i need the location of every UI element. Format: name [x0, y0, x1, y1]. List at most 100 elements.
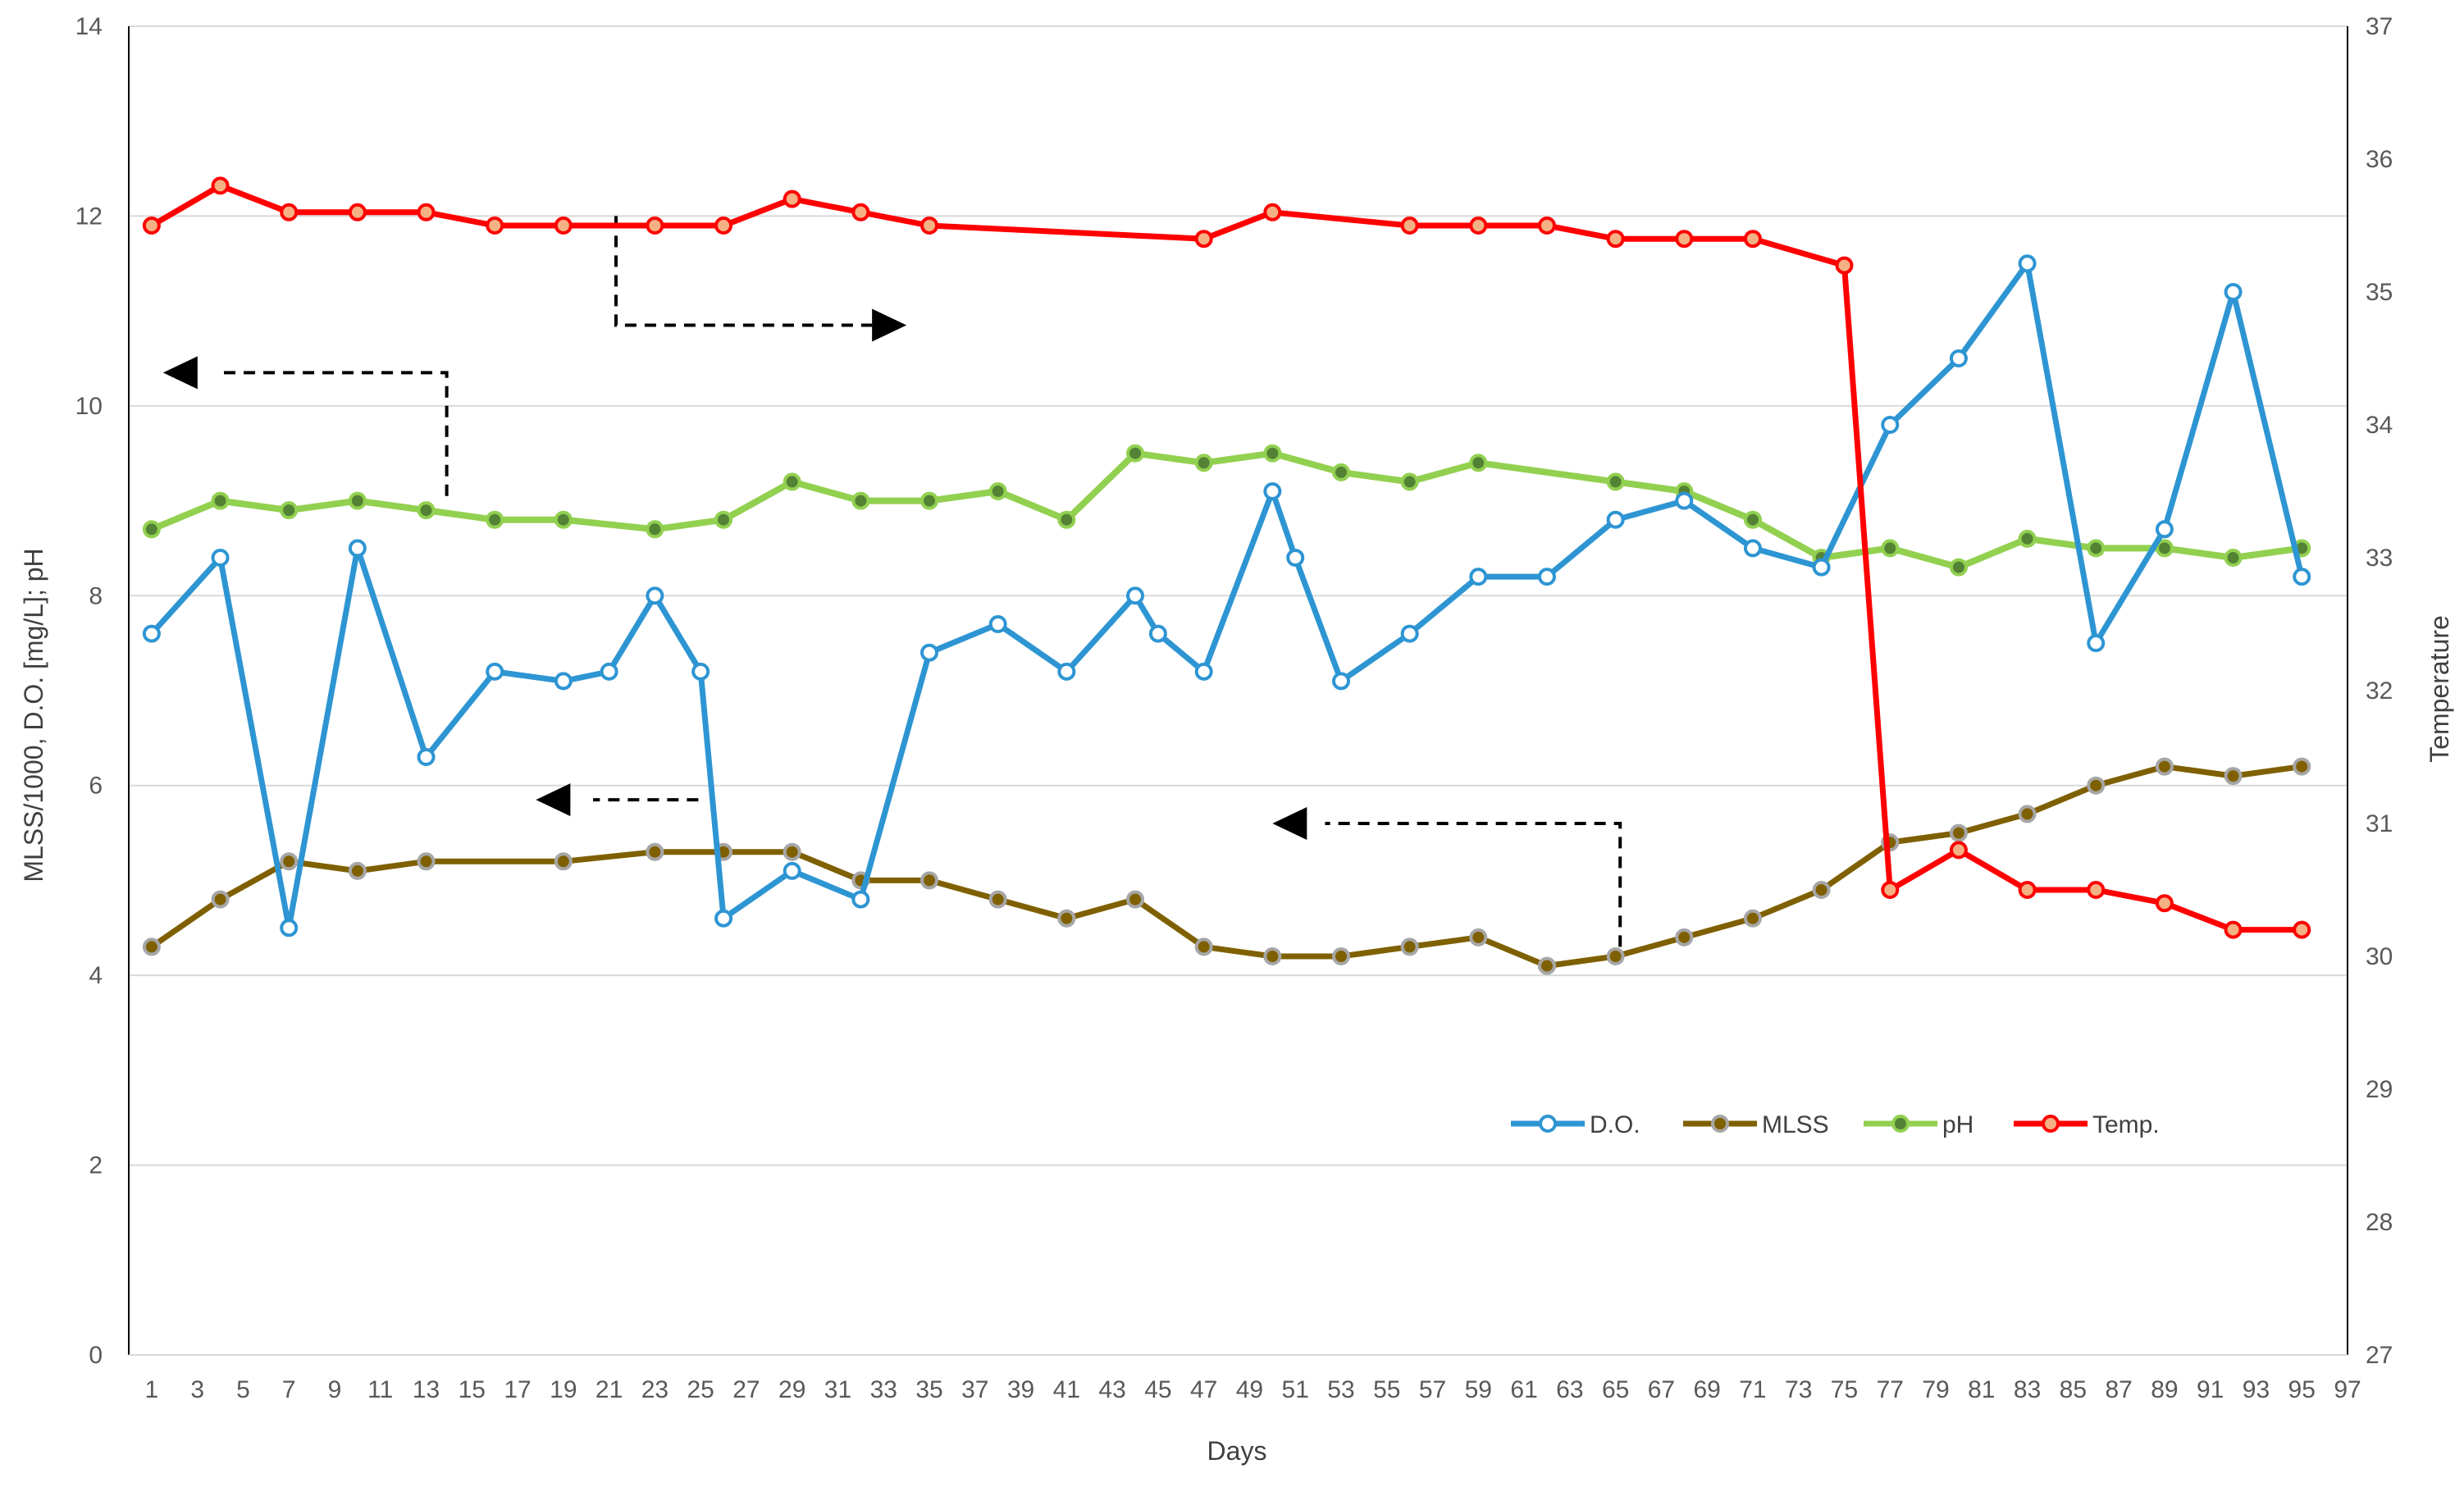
x-tick-label: 89	[2151, 1376, 2178, 1403]
legend-item-temp: Temp.	[2014, 1111, 2160, 1138]
data-point	[1949, 558, 1968, 577]
data-point	[1400, 937, 1419, 956]
data-point	[851, 890, 870, 909]
x-tick-label: 47	[1190, 1376, 1217, 1403]
y-left-tick-label: 2	[89, 1152, 103, 1179]
data-point	[1194, 937, 1213, 956]
data-point	[988, 615, 1007, 633]
data-point	[1835, 256, 1854, 275]
x-tick-label: 5	[236, 1376, 250, 1403]
data-point	[2293, 920, 2311, 939]
data-point	[1057, 662, 1076, 681]
y-right-tick-label: 27	[2366, 1342, 2393, 1369]
annotation-arrows	[162, 216, 1622, 947]
legend-label: Temp.	[2092, 1111, 2160, 1138]
data-point	[211, 176, 230, 195]
legend-swatch-marker	[1891, 1115, 1910, 1133]
data-point	[1263, 482, 1282, 500]
data-point	[1057, 909, 1076, 928]
data-point	[1949, 349, 1968, 367]
data-point	[1743, 909, 1762, 928]
data-point	[2293, 568, 2311, 586]
x-tick-label: 7	[282, 1376, 296, 1403]
data-point	[1537, 956, 1556, 975]
data-point	[348, 539, 367, 558]
x-tick-label: 31	[824, 1376, 851, 1403]
data-point	[1606, 947, 1625, 965]
data-point	[2155, 520, 2174, 539]
x-tick-label: 17	[504, 1376, 531, 1403]
data-point	[280, 203, 299, 221]
legend-swatch-marker	[1539, 1115, 1557, 1133]
annotation-arrowhead	[872, 308, 907, 342]
x-tick-label: 73	[1785, 1376, 1812, 1403]
data-point	[417, 748, 436, 766]
x-tick-label: 55	[1373, 1376, 1400, 1403]
x-tick-label: 49	[1236, 1376, 1263, 1403]
series-line-temp	[150, 182, 2302, 933]
data-point	[920, 217, 939, 235]
data-point	[1400, 217, 1419, 235]
data-point	[1331, 672, 1350, 691]
data-point	[646, 842, 664, 861]
legend-item-ph: pH	[1864, 1111, 1973, 1138]
data-point	[1126, 890, 1145, 909]
x-tick-label: 79	[1922, 1376, 1949, 1403]
data-point	[486, 662, 504, 681]
data-point	[1949, 823, 1968, 842]
data-point	[2224, 767, 2243, 786]
x-tick-label: 69	[1693, 1376, 1720, 1403]
data-point	[142, 217, 161, 235]
x-tick-label: 97	[2334, 1376, 2361, 1403]
data-point	[2293, 757, 2311, 776]
data-point	[1469, 928, 1488, 946]
x-tick-label: 65	[1602, 1376, 1629, 1403]
data-point	[600, 662, 618, 681]
data-point	[348, 861, 367, 880]
data-point	[646, 520, 664, 539]
x-tick-label: 75	[1831, 1376, 1858, 1403]
y-right-tick-label: 33	[2366, 545, 2393, 572]
x-tick-label: 29	[778, 1376, 805, 1403]
data-point	[646, 217, 664, 235]
gridlines	[129, 25, 2348, 1166]
x-tick-label: 57	[1419, 1376, 1446, 1403]
x-tick-label: 1	[145, 1376, 159, 1403]
data-point	[1469, 454, 1488, 472]
data-point	[1400, 472, 1419, 491]
series-d-o	[142, 254, 2311, 937]
data-point	[2155, 894, 2174, 913]
data-point	[280, 852, 299, 871]
annotation-arrowhead	[162, 356, 198, 390]
data-point	[851, 203, 870, 221]
data-point	[554, 672, 573, 691]
annotation-dashed-line	[220, 371, 449, 496]
data-point	[1812, 558, 1831, 577]
data-point	[1606, 230, 1625, 249]
x-tick-label: 53	[1327, 1376, 1354, 1403]
data-point	[2018, 805, 2037, 823]
data-point	[691, 662, 710, 681]
data-point	[1675, 928, 1694, 946]
data-point	[783, 472, 801, 491]
data-point	[1469, 568, 1488, 586]
data-point	[280, 919, 299, 937]
data-point	[348, 491, 367, 510]
data-point	[1194, 454, 1213, 472]
y-right-tick-label: 32	[2366, 677, 2393, 705]
data-point	[2155, 757, 2174, 776]
x-tick-label: 77	[1877, 1376, 1904, 1403]
x-tick-label: 25	[687, 1376, 714, 1403]
data-point	[1263, 444, 1282, 463]
y-right-tick-label: 37	[2366, 13, 2393, 40]
y-left-tick-label: 14	[75, 13, 103, 40]
data-point	[1881, 881, 1900, 899]
data-point	[1537, 568, 1556, 586]
x-tick-label: 91	[2197, 1376, 2224, 1403]
data-point	[2018, 529, 2037, 548]
data-point	[280, 501, 299, 520]
y-right-tick-label: 35	[2366, 279, 2393, 306]
